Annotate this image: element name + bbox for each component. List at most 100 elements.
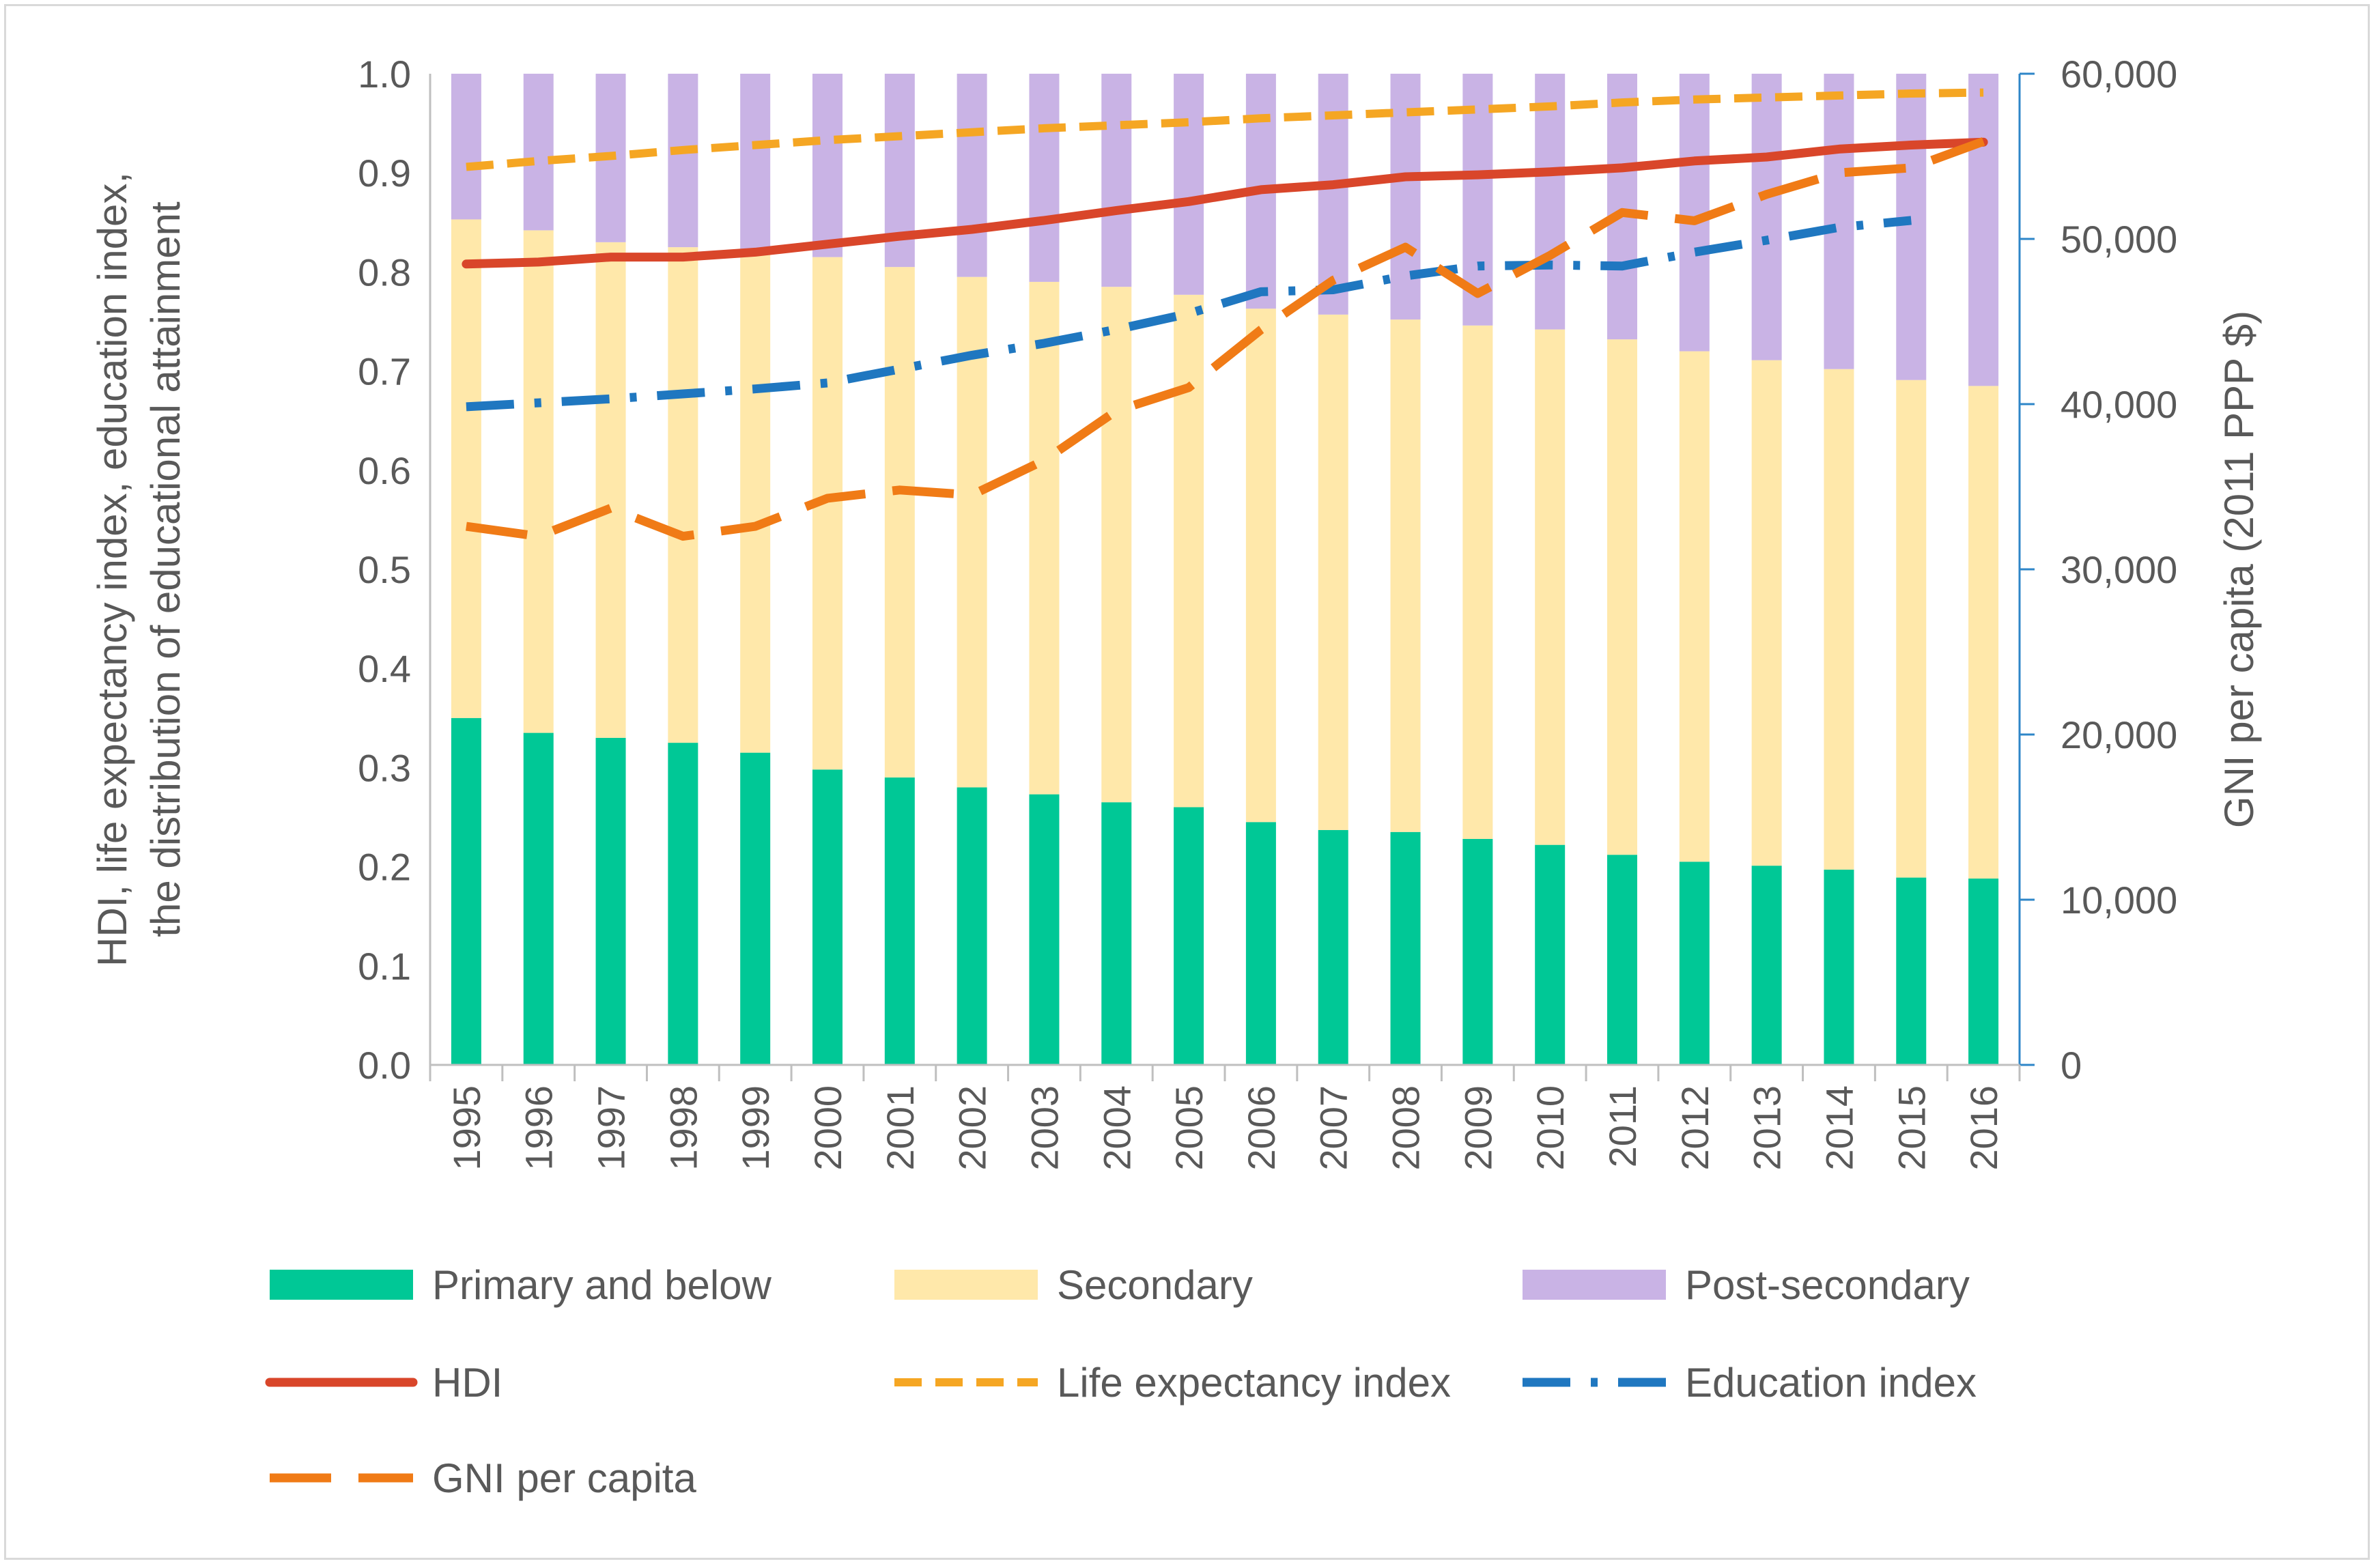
- bar-post-secondary-2014: [1824, 74, 1854, 369]
- bar-primary-and-below-2011: [1607, 855, 1637, 1065]
- x-tick-label: 2010: [1529, 1085, 1572, 1171]
- legend-label-post-secondary: Post-secondary: [1685, 1262, 1970, 1308]
- x-tick-label: 1997: [590, 1085, 633, 1171]
- bar-secondary-2011: [1607, 339, 1637, 855]
- legend-swatch-secondary: [894, 1270, 1038, 1300]
- bar-primary-and-below-2008: [1390, 831, 1421, 1065]
- legend-label-hdi: HDI: [432, 1360, 503, 1406]
- bar-primary-and-below-2003: [1029, 794, 1060, 1065]
- legend-label-secondary: Secondary: [1057, 1262, 1253, 1308]
- x-tick-label: 1996: [518, 1085, 561, 1171]
- y2-tick-label: 40,000: [2061, 383, 2177, 426]
- bar-secondary-1998: [668, 247, 698, 743]
- x-tick-label: 1995: [445, 1085, 488, 1171]
- y-tick-label: 0.1: [358, 945, 411, 988]
- bar-secondary-1995: [451, 219, 481, 718]
- x-tick-label: 2008: [1385, 1085, 1428, 1171]
- bar-secondary-2013: [1751, 360, 1782, 866]
- bar-primary-and-below-2016: [1968, 879, 1999, 1065]
- x-tick-label: 2014: [1817, 1085, 1860, 1171]
- y-axis-title-line-1: HDI, life expectancy index, education in…: [89, 172, 135, 967]
- y-tick-label: 0.5: [358, 548, 411, 591]
- legend-label-primary-and-below: Primary and below: [432, 1262, 772, 1308]
- bar-primary-and-below-1999: [740, 752, 771, 1065]
- bar-secondary-2010: [1535, 329, 1566, 845]
- bar-post-secondary-2000: [812, 74, 843, 257]
- bar-post-secondary-2010: [1535, 74, 1566, 330]
- x-tick-label: 2002: [951, 1085, 994, 1171]
- bar-post-secondary-2015: [1896, 74, 1927, 380]
- y2-tick-label: 20,000: [2061, 713, 2177, 756]
- x-tick-label: 2007: [1312, 1085, 1355, 1171]
- x-tick-label: 1998: [662, 1085, 705, 1171]
- y-tick-label: 0.0: [358, 1044, 411, 1087]
- y-axis-title-line-2: the distribution of educational attainme…: [143, 201, 188, 937]
- bar-primary-and-below-2007: [1318, 829, 1348, 1065]
- bar-primary-and-below-2015: [1896, 877, 1927, 1065]
- y2-tick-label: 0: [2061, 1044, 2082, 1087]
- bar-primary-and-below-2001: [884, 777, 915, 1065]
- x-tick-label: 2012: [1673, 1085, 1716, 1171]
- bar-primary-and-below-2005: [1174, 807, 1204, 1065]
- x-tick-label: 2011: [1601, 1085, 1644, 1167]
- bar-secondary-2012: [1679, 351, 1710, 862]
- bar-primary-and-below-2012: [1679, 861, 1710, 1065]
- bar-secondary-2005: [1174, 294, 1204, 808]
- y-tick-label: 0.4: [358, 647, 411, 690]
- bar-post-secondary-2003: [1029, 74, 1060, 282]
- x-tick-label: 2001: [879, 1085, 922, 1171]
- bar-primary-and-below-2004: [1101, 802, 1132, 1065]
- line-hdi: [462, 137, 1988, 269]
- bar-post-secondary-1995: [451, 74, 481, 220]
- y2-tick-label: 10,000: [2061, 879, 2177, 922]
- bar-secondary-2006: [1245, 309, 1276, 823]
- bar-post-secondary-2016: [1968, 74, 1999, 386]
- legend-swatch-post-secondary: [1523, 1270, 1666, 1300]
- bar-post-secondary-1999: [740, 74, 771, 255]
- bar-secondary-2009: [1462, 325, 1493, 839]
- bar-primary-and-below-2014: [1824, 869, 1854, 1065]
- bar-secondary-1996: [523, 230, 554, 733]
- bar-post-secondary-2004: [1101, 74, 1132, 287]
- bar-primary-and-below-2010: [1535, 844, 1566, 1065]
- bar-secondary-1997: [595, 242, 626, 738]
- x-tick-label: 2003: [1023, 1085, 1066, 1171]
- x-tick-label: 2000: [806, 1085, 849, 1171]
- y-tick-label: 0.8: [358, 251, 411, 294]
- bar-primary-and-below-1997: [595, 737, 626, 1065]
- x-tick-label: 2015: [1890, 1085, 1933, 1171]
- x-tick-label: 2009: [1456, 1085, 1499, 1171]
- bar-post-secondary-2002: [957, 74, 987, 277]
- y2-tick-label: 50,000: [2061, 218, 2177, 261]
- bar-secondary-2001: [884, 267, 915, 778]
- bar-secondary-2003: [1029, 281, 1060, 795]
- x-tick-label: 2006: [1240, 1085, 1283, 1171]
- bar-post-secondary-2013: [1751, 74, 1782, 360]
- y-tick-label: 0.6: [358, 449, 411, 492]
- bar-secondary-2007: [1318, 314, 1348, 830]
- y2-tick-label: 60,000: [2061, 53, 2177, 96]
- bar-primary-and-below-2002: [957, 787, 987, 1065]
- y-tick-label: 1.0: [358, 53, 411, 96]
- y-tick-label: 0.2: [358, 846, 411, 889]
- bar-primary-and-below-2013: [1751, 866, 1782, 1065]
- bar-primary-and-below-1998: [668, 743, 698, 1065]
- bar-secondary-2015: [1896, 380, 1927, 878]
- legend-swatch-primary-and-below: [270, 1270, 413, 1300]
- line-gni-per-capita: [466, 137, 1985, 541]
- bar-post-secondary-2005: [1174, 74, 1204, 295]
- bar-post-secondary-1996: [523, 74, 554, 231]
- bar-secondary-2004: [1101, 287, 1132, 803]
- bar-secondary-1999: [740, 254, 771, 753]
- bar-secondary-2008: [1390, 319, 1421, 832]
- x-tick-label: 1999: [734, 1085, 777, 1171]
- y-tick-label: 0.3: [358, 746, 411, 789]
- legend-label-gni-per-capita: GNI per capita: [432, 1455, 696, 1501]
- legend-label-education-index: Education index: [1685, 1360, 1977, 1406]
- x-tick-label: 2013: [1746, 1085, 1789, 1171]
- bar-secondary-2014: [1824, 369, 1854, 870]
- legend: Primary and below Secondary Post-secondary…: [265, 1262, 1977, 1501]
- line-education-index: [466, 216, 1912, 412]
- bar-primary-and-below-2009: [1462, 838, 1493, 1065]
